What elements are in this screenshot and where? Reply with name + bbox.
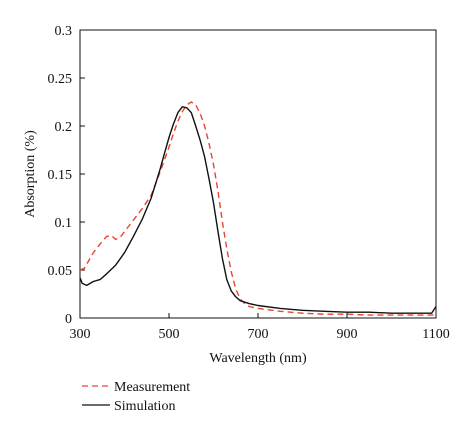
- x-tick-label: 700: [248, 327, 269, 342]
- y-axis-label: Absorption (%): [23, 130, 38, 218]
- y-tick-label: 0.2: [55, 120, 73, 135]
- series-line-simulation: [79, 106, 437, 314]
- x-tick-label: 1100: [422, 327, 449, 342]
- y-tick-label: 0.1: [55, 216, 73, 231]
- y-axis-ticks: 0 0.05 0.1 0.15 0.2 0.25 0.3: [48, 24, 85, 327]
- legend-measurement-label: Measurement: [114, 380, 190, 395]
- y-tick-label: 0.15: [48, 168, 73, 183]
- y-tick-label: 0: [65, 312, 72, 327]
- series-line-measurement: [79, 101, 436, 316]
- x-tick-label: 300: [70, 327, 91, 342]
- x-axis-ticks: 300 500 700 900 1100: [70, 313, 450, 342]
- x-axis-label: Wavelength (nm): [209, 351, 307, 366]
- y-tick-label: 0.25: [48, 72, 73, 87]
- y-tick-label: 0.3: [55, 24, 73, 39]
- y-tick-label: 0.05: [48, 264, 73, 279]
- series-layer: [79, 101, 437, 316]
- legend-simulation-label: Simulation: [114, 399, 175, 414]
- plot-frame: [79, 29, 437, 319]
- legend: Measurement Simulation: [82, 380, 190, 414]
- x-tick-label: 900: [337, 327, 358, 342]
- x-tick-label: 500: [159, 327, 180, 342]
